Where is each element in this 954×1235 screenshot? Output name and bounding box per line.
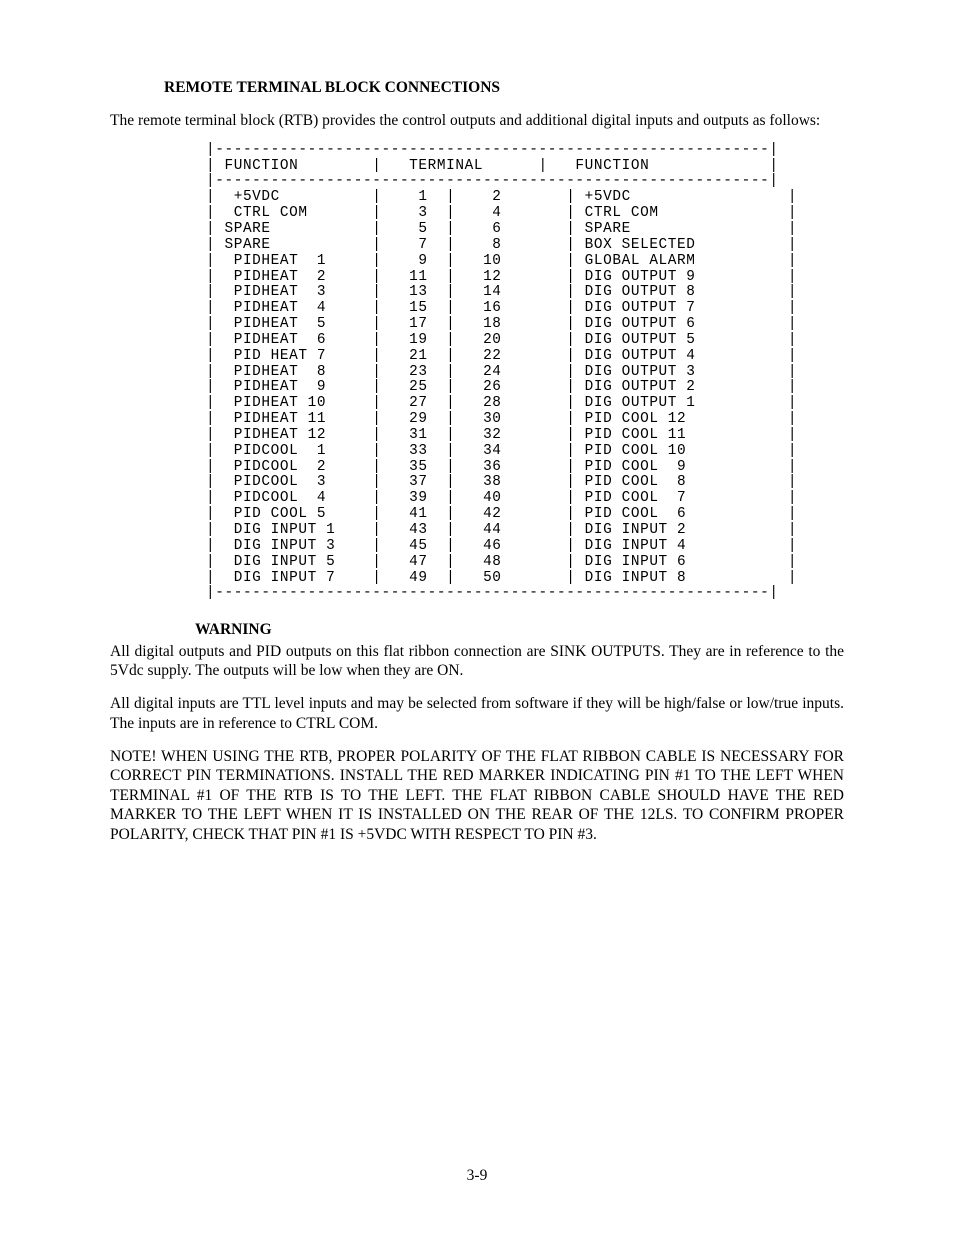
page-number: 3-9 bbox=[0, 1166, 954, 1185]
section-title: REMOTE TERMINAL BLOCK CONNECTIONS bbox=[164, 78, 844, 97]
intro-paragraph: The remote terminal block (RTB) provides… bbox=[110, 111, 844, 130]
warning-paragraph-1: All digital outputs and PID outputs on t… bbox=[110, 642, 844, 681]
terminal-block-table: |---------------------------------------… bbox=[206, 143, 844, 602]
warning-paragraph-2: All digital inputs are TTL level inputs … bbox=[110, 694, 844, 733]
note-paragraph: NOTE! WHEN USING THE RTB, PROPER POLARIT… bbox=[110, 747, 844, 844]
warning-label: WARNING bbox=[195, 620, 844, 639]
page: REMOTE TERMINAL BLOCK CONNECTIONS The re… bbox=[0, 0, 954, 1235]
